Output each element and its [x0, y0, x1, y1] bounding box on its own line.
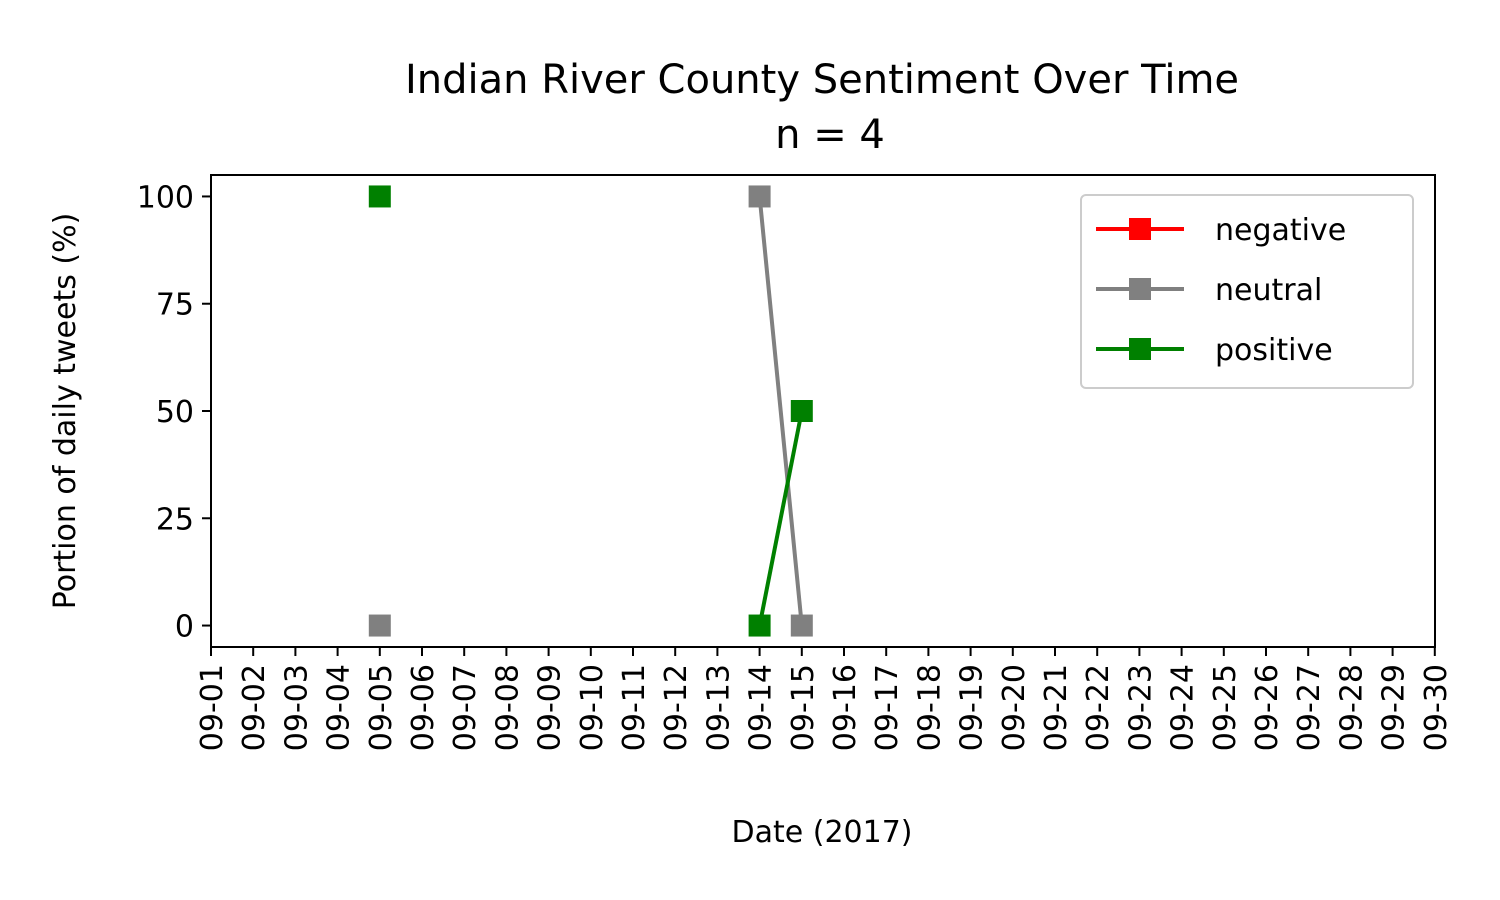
x-tick-label: 09-06 [406, 664, 441, 751]
y-tick-label: 100 [137, 180, 194, 215]
x-tick-label: 09-09 [533, 664, 568, 751]
y-tick-label: 25 [156, 502, 194, 537]
x-axis-label: Date (2017) [732, 815, 913, 850]
y-axis-label: Portion of daily tweets (%) [48, 213, 83, 610]
positive-series-line [757, 410, 804, 626]
x-tick-label: 09-19 [955, 664, 990, 751]
legend-negative-label: negative [1215, 213, 1346, 248]
neutral-data-point [748, 185, 771, 208]
legend-negative-marker [1129, 218, 1151, 240]
x-tick-label: 09-11 [617, 664, 652, 751]
chart-title: Indian River County Sentiment Over Time [405, 57, 1239, 103]
x-tick-label: 09-10 [575, 664, 610, 751]
chart-subtitle: n = 4 [775, 112, 885, 158]
x-tick-label: 09-18 [912, 664, 947, 751]
legend-box [1080, 194, 1414, 389]
neutral-data-point [790, 614, 813, 637]
x-tick-label: 09-24 [1166, 664, 1201, 751]
legend: negative neutral positive [1080, 194, 1414, 389]
x-tick-label: 09-22 [1081, 664, 1116, 751]
y-tick-label: 0 [175, 610, 194, 645]
positive-data-point [748, 614, 771, 637]
x-tick-label: 09-05 [364, 664, 399, 751]
legend-neutral-marker [1129, 278, 1151, 300]
x-tick-label: 09-26 [1250, 664, 1285, 751]
x-tick-label: 09-20 [997, 664, 1032, 751]
x-tick-label: 09-16 [828, 664, 863, 751]
x-tick-label: 09-21 [1039, 664, 1074, 751]
x-tick-label: 09-30 [1419, 664, 1454, 751]
x-tick-label: 09-12 [659, 664, 694, 751]
legend-positive-label: positive [1215, 333, 1333, 368]
neutral-data-point [368, 614, 391, 637]
x-tick-label: 09-14 [744, 664, 779, 751]
positive-data-point [368, 185, 391, 208]
y-tick-label: 50 [156, 395, 194, 430]
x-tick-label: 09-17 [870, 664, 905, 751]
x-tick-label: 09-01 [195, 664, 230, 751]
x-tick-label: 09-04 [322, 664, 357, 751]
x-tick-label: 09-02 [237, 664, 272, 751]
x-tick-label: 09-07 [448, 664, 483, 751]
x-tick-label: 09-13 [701, 664, 736, 751]
plot-marks [368, 185, 813, 637]
x-tick-label: 09-29 [1377, 664, 1412, 751]
x-tick-label: 09-27 [1292, 664, 1327, 751]
x-tick-label: 09-15 [786, 664, 821, 751]
legend-positive-marker [1129, 338, 1151, 360]
positive-data-point [790, 400, 813, 422]
y-axis: 0 25 50 75 100 [137, 180, 211, 645]
y-tick-label: 75 [156, 288, 194, 323]
legend-neutral-label: neutral [1215, 273, 1322, 308]
x-tick-label: 09-03 [279, 664, 314, 751]
x-tick-label: 09-28 [1334, 664, 1369, 751]
x-tick-label: 09-08 [490, 664, 525, 751]
x-axis: 09-01 09-02 09-03 09-04 09-05 09-06 09-07 09-08… [195, 647, 1454, 751]
neutral-series-line [757, 196, 804, 626]
x-tick-label: 09-23 [1123, 664, 1158, 751]
x-tick-label: 09-25 [1208, 664, 1243, 751]
